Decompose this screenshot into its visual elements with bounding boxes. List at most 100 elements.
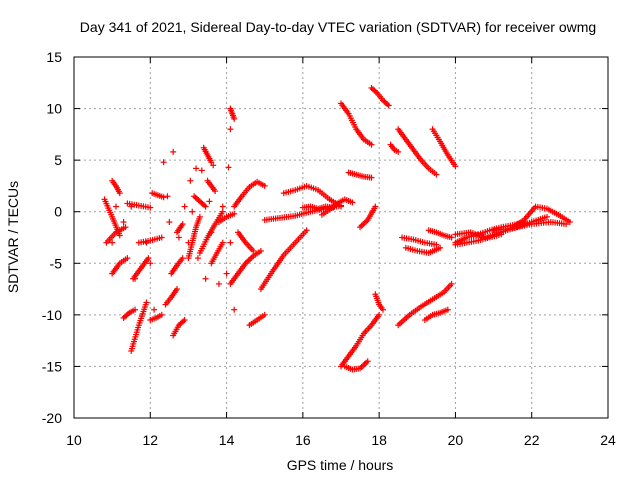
data-point [368, 174, 375, 181]
data-point [198, 167, 205, 174]
y-tick-label: 10 [46, 101, 62, 117]
data-point [215, 280, 222, 287]
x-tick-label: 14 [219, 432, 235, 448]
data-point [231, 115, 238, 122]
x-tick-label: 12 [142, 432, 158, 448]
data-point [210, 162, 217, 169]
data-point [227, 239, 234, 246]
data-points [101, 84, 573, 373]
data-point [147, 204, 154, 211]
x-tick-label: 20 [448, 432, 464, 448]
data-point [219, 208, 226, 215]
data-point [145, 255, 152, 262]
x-axis-label: GPS time / hours [287, 457, 394, 473]
data-point [372, 203, 379, 210]
data-point [124, 255, 131, 262]
data-point [257, 247, 264, 254]
data-point [166, 219, 173, 226]
data-point [364, 358, 371, 365]
data-point [303, 227, 310, 234]
data-point [179, 221, 186, 228]
data-point [231, 306, 238, 313]
data-point [202, 203, 209, 210]
data-point [219, 239, 226, 246]
data-point [250, 247, 257, 254]
data-point [132, 306, 139, 313]
data-point [179, 255, 186, 262]
data-point [566, 219, 573, 226]
data-point [227, 126, 234, 133]
data-point [160, 159, 167, 166]
data-point [143, 239, 150, 246]
chart-title: Day 341 of 2021, Sidereal Day-to-day VTE… [80, 19, 596, 35]
data-point [231, 210, 238, 217]
data-point [219, 203, 226, 210]
data-point [223, 270, 230, 277]
data-point [379, 306, 386, 313]
x-tick-label: 18 [371, 432, 387, 448]
data-point [116, 232, 123, 239]
data-point [120, 219, 127, 226]
data-point [261, 311, 268, 318]
data-point [452, 163, 459, 170]
data-point [208, 159, 215, 166]
y-tick-label: 0 [54, 204, 62, 220]
data-point [160, 194, 167, 201]
plot-frame [73, 56, 609, 419]
y-tick-label: -20 [42, 410, 62, 426]
data-point [261, 182, 268, 189]
data-point [122, 224, 129, 231]
data-point [181, 203, 188, 210]
data-point [437, 244, 444, 251]
y-axis-label: SDTVAR / TECUs [5, 181, 21, 293]
data-point [175, 234, 182, 241]
data-point [194, 255, 201, 262]
y-tick-label: -15 [42, 358, 62, 374]
data-point [193, 165, 200, 172]
data-point [448, 280, 455, 287]
data-point [116, 190, 123, 197]
data-point [170, 148, 177, 155]
data-point [225, 164, 232, 171]
data-point [212, 188, 219, 195]
data-point [181, 317, 188, 324]
data-point [385, 102, 392, 109]
data-point [189, 208, 196, 215]
data-point [563, 221, 570, 228]
data-point [338, 203, 344, 210]
axis-ticks [73, 56, 609, 419]
data-point [185, 239, 192, 246]
data-point [132, 275, 139, 282]
data-point [444, 306, 451, 313]
data-point [158, 234, 165, 241]
data-point [109, 239, 116, 246]
data-point [376, 311, 383, 318]
data-point [187, 177, 194, 184]
data-point [448, 234, 455, 241]
data-point [208, 229, 215, 236]
data-point [196, 213, 203, 220]
y-tick-label: 15 [46, 49, 62, 65]
data-point [543, 213, 550, 220]
x-tick-labels: 10 12 14 16 18 20 22 24 [66, 432, 616, 448]
data-point [433, 171, 440, 178]
data-point [395, 148, 402, 155]
data-point [158, 311, 165, 318]
data-point [202, 275, 209, 282]
data-point [112, 203, 119, 210]
x-tick-label: 16 [295, 432, 311, 448]
y-tick-label: 5 [54, 152, 62, 168]
data-point [164, 193, 171, 200]
data-point [128, 203, 135, 210]
data-point [151, 306, 158, 313]
y-tick-label: -5 [50, 255, 63, 271]
data-point [206, 198, 213, 205]
x-tick-label: 10 [66, 432, 82, 448]
data-point [173, 286, 180, 293]
data-point [349, 199, 356, 206]
y-tick-labels: -20 -15 -10 -5 0 5 10 15 [42, 49, 62, 426]
data-point [368, 141, 375, 148]
data-point [143, 299, 150, 306]
